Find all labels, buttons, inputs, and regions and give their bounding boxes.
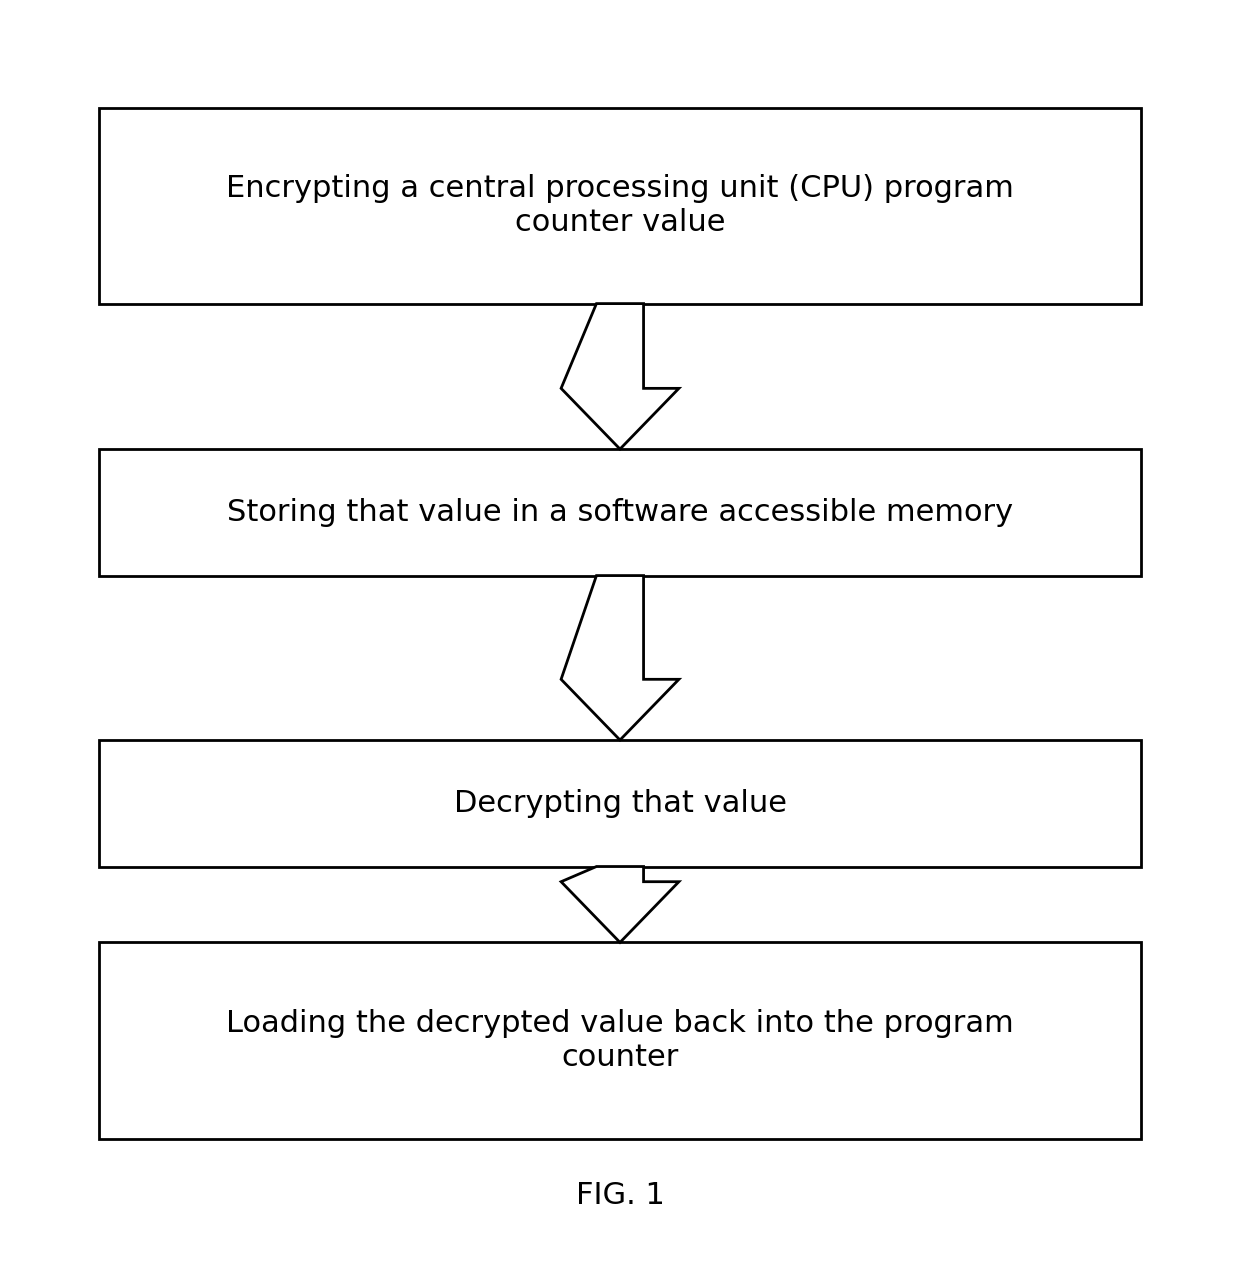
FancyBboxPatch shape [99,108,1141,304]
Polygon shape [560,576,680,740]
Polygon shape [560,304,680,449]
Text: FIG. 1: FIG. 1 [575,1182,665,1209]
FancyBboxPatch shape [99,740,1141,867]
Text: Decrypting that value: Decrypting that value [454,789,786,817]
Polygon shape [560,867,680,942]
Text: Encrypting a central processing unit (CPU) program
counter value: Encrypting a central processing unit (CP… [226,175,1014,237]
Text: Storing that value in a software accessible memory: Storing that value in a software accessi… [227,498,1013,526]
Text: Loading the decrypted value back into the program
counter: Loading the decrypted value back into th… [226,1009,1014,1071]
FancyBboxPatch shape [99,942,1141,1138]
FancyBboxPatch shape [99,449,1141,576]
